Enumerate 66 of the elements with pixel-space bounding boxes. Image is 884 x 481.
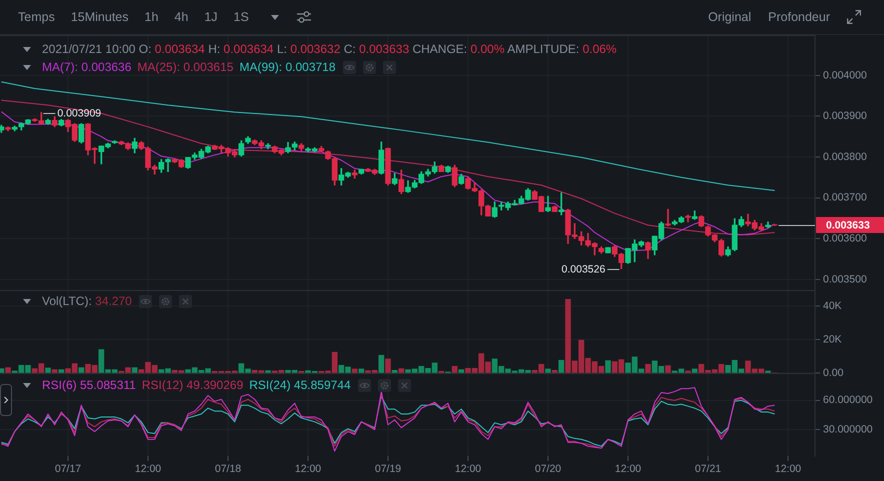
text: MA(7): 0.003636 (42, 60, 132, 74)
bar (452, 366, 458, 373)
x-tick-label: 12:00 (614, 463, 642, 476)
x-tick-label: 07/18 (214, 463, 242, 476)
bar (558, 360, 564, 373)
bar (605, 360, 611, 373)
x-tick-label: 12:00 (134, 463, 162, 476)
bar (265, 370, 271, 373)
y-tick-label: 30.000000 (823, 424, 873, 436)
y-tick-label: 0.00 (823, 366, 844, 379)
bar (58, 369, 64, 373)
y-tick-label: 0.003700 (823, 192, 867, 204)
annotation: 0.003909 (57, 107, 102, 120)
x-tick-label: 07/21 (694, 463, 722, 476)
bar (552, 370, 558, 373)
text: 4h (174, 10, 188, 24)
x-tick-label: 12:00 (454, 463, 482, 476)
text: Temps (18, 10, 55, 24)
bar (692, 368, 698, 373)
bar (352, 368, 358, 373)
x-tick-label: 07/20 (534, 463, 562, 476)
text: Profondeur (768, 10, 830, 24)
text: Original (708, 10, 752, 24)
bar (545, 368, 551, 373)
x-tick-label: 07/17 (54, 463, 82, 476)
text: 15Minutes (70, 10, 129, 24)
candlestick (165, 158, 171, 172)
candlestick (665, 208, 671, 226)
bar (358, 368, 364, 373)
annotation: 0.003526 (562, 263, 606, 276)
bar (132, 367, 138, 373)
bar (392, 370, 398, 373)
y-tick-label: 20K (823, 333, 842, 346)
y-tick-label: 0.003900 (823, 110, 867, 122)
bar (398, 368, 404, 373)
text: MA(25): 0.003615 (137, 60, 234, 74)
bar (0, 368, 4, 373)
bar (385, 358, 391, 373)
y-tick-label: 40K (823, 300, 842, 312)
x-tick-label: 12:00 (774, 463, 802, 476)
bar (78, 367, 84, 373)
bar (378, 354, 384, 373)
y-tick-label: 0.004000 (823, 69, 867, 82)
annotation: Vol(LTC): 34.270 (42, 294, 132, 308)
annotation: 0.003633 (826, 219, 870, 232)
bar (45, 368, 51, 373)
y-tick-label: 0.003500 (823, 273, 867, 286)
bar (665, 365, 671, 373)
x-tick-label: 07/19 (374, 463, 402, 476)
candlestick (545, 196, 551, 212)
series-label: RSI(24) 45.859744 (249, 378, 351, 392)
text: 1h (144, 10, 158, 24)
bar (52, 369, 58, 373)
y-tick-label: 60.000000 (823, 394, 873, 406)
text: 1J (204, 10, 218, 24)
bar (458, 369, 464, 373)
bar (645, 364, 651, 373)
bar (5, 367, 11, 373)
x-tick-label: 12:00 (294, 463, 322, 476)
text: 1S (234, 10, 249, 24)
y-tick-label: 0.003600 (823, 232, 867, 244)
series-label: RSI(12) 49.390269 (142, 378, 244, 392)
series-label: RSI(6) 55.085311 (42, 378, 136, 392)
y-tick-label: 0.003800 (823, 150, 867, 163)
text: MA(99): 0.003718 (239, 60, 336, 74)
text: 2021/07/21 10:00 O: 0.003634 H: 0.003634 L: 0.003632 C: 0.003633 CHANGE: 0.00% AMPLITUDE: 0.06% (42, 42, 617, 56)
